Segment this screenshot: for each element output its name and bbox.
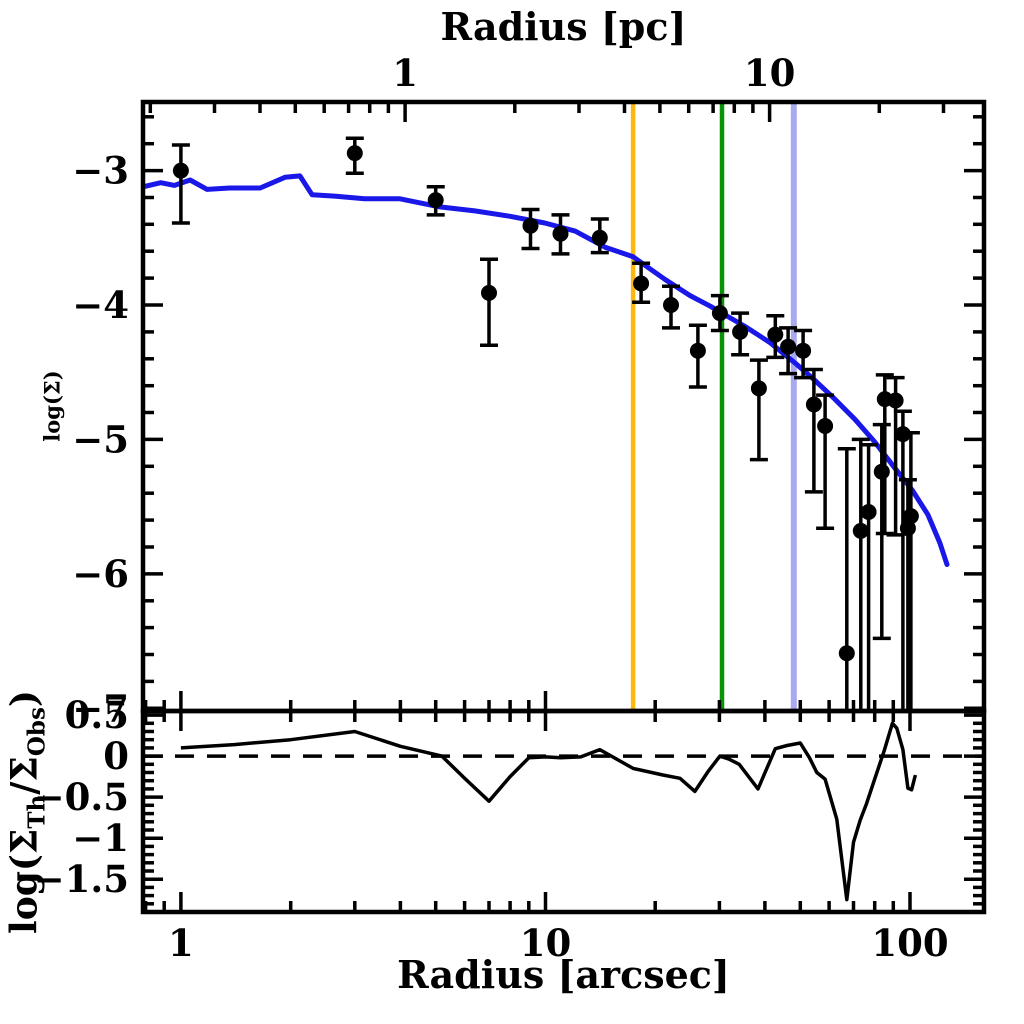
data-point [711, 305, 728, 322]
y-tick-label: −5 [72, 417, 129, 461]
bottom-axis-title: Radius [arcsec] [397, 952, 730, 997]
data-point [750, 380, 767, 397]
bottom-panel-y-axis-title: log(ΣTh/ΣObs) [3, 690, 50, 934]
top-axis-title: Radius [pc] [440, 4, 687, 49]
ratio-y-tick-label: 0.5 [65, 693, 129, 737]
data-point [873, 463, 890, 480]
data-point [427, 192, 444, 209]
data-point [767, 326, 784, 343]
x-tick-label: 100 [871, 921, 948, 965]
data-point [860, 504, 877, 520]
data-point [852, 522, 869, 539]
data-point [780, 338, 797, 355]
ratio-y-tick-label: 0 [103, 734, 129, 778]
ratio-curve [180, 721, 918, 902]
ylabel-sub-th: Th [23, 794, 51, 829]
y-tick-label: −4 [72, 283, 129, 327]
data-point [552, 225, 569, 242]
bottom-panel-frame [140, 708, 987, 915]
data-point [838, 645, 855, 662]
ylabel-suffix: ) [3, 690, 46, 708]
y-tick-label: −6 [72, 552, 129, 596]
data-point [902, 508, 919, 525]
pc-tick-label: 1 [392, 51, 418, 95]
top-panel-y-axis-title: log(Σ) [39, 370, 65, 442]
pc-tick-label: 10 [744, 51, 796, 95]
ylabel-mid: /Σ [3, 756, 46, 795]
x-tick-label: 1 [168, 921, 194, 965]
data-point [591, 229, 608, 246]
data-point [732, 323, 749, 340]
y-tick-label: −7 [72, 686, 129, 730]
data-point [346, 145, 363, 162]
model-curve [141, 173, 950, 567]
data-point [172, 162, 189, 179]
data-point [633, 275, 650, 292]
data-point [805, 396, 822, 413]
top-panel-frame [140, 99, 987, 714]
data-point [689, 342, 706, 359]
y-tick-label: −3 [72, 149, 129, 193]
ylabel-sub-obs: Obs [23, 707, 51, 757]
data-point [481, 284, 497, 301]
data-point [887, 392, 904, 409]
ratio-y-tick-label: −1 [72, 816, 129, 860]
data-point [795, 342, 812, 359]
data-point [663, 297, 679, 313]
ylabel-prefix: log(Σ [3, 828, 46, 934]
ratio-y-tick-label: −0.5 [34, 775, 129, 819]
data-point [522, 217, 539, 234]
x-tick-label: 10 [520, 921, 572, 965]
ratio-y-tick-label: −1.5 [34, 857, 129, 901]
data-point [817, 418, 834, 434]
